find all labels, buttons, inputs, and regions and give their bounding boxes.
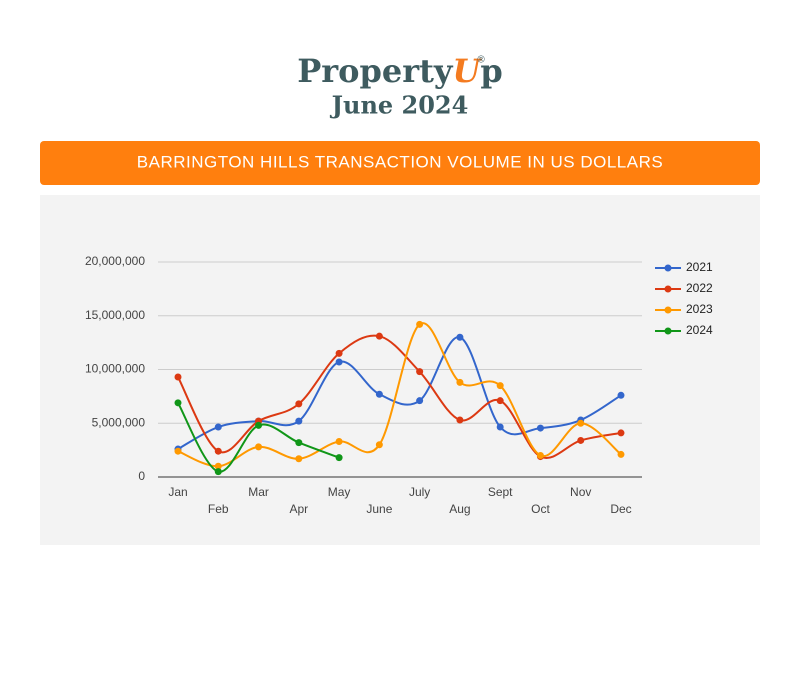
data-point xyxy=(255,421,263,429)
data-point xyxy=(577,436,585,444)
data-point xyxy=(617,429,625,437)
data-point xyxy=(536,424,544,432)
data-point xyxy=(617,391,625,399)
data-point xyxy=(295,439,303,447)
data-point xyxy=(536,452,544,459)
data-point xyxy=(214,423,222,431)
data-point xyxy=(456,378,464,386)
data-point xyxy=(375,332,383,340)
data-point xyxy=(335,438,343,446)
data-point xyxy=(375,441,383,449)
data-point xyxy=(174,399,182,407)
logo-end: p xyxy=(480,52,502,90)
data-point xyxy=(214,447,222,455)
data-point xyxy=(496,397,504,405)
data-point xyxy=(335,454,343,462)
data-point xyxy=(375,390,383,398)
data-point xyxy=(416,397,424,405)
x-tick-label: June xyxy=(366,502,392,516)
subtitle: June 2024 xyxy=(330,91,469,120)
y-tick-label: 10,000,000 xyxy=(85,362,145,376)
x-tick-label: May xyxy=(328,485,351,499)
data-point xyxy=(416,320,424,328)
title-banner xyxy=(40,141,760,185)
x-tick-label: Dec xyxy=(610,502,631,516)
data-point xyxy=(174,447,182,455)
data-point xyxy=(335,349,343,357)
data-point xyxy=(295,400,303,408)
x-tick-label: Sept xyxy=(488,485,513,499)
x-tick-label: Apr xyxy=(289,502,308,516)
logo-main: Property xyxy=(297,52,454,90)
data-point xyxy=(617,450,625,458)
chart-title: BARRINGTON HILLS TRANSACTION VOLUME IN U… xyxy=(137,152,663,171)
data-point xyxy=(295,417,303,425)
data-point xyxy=(416,368,424,376)
data-point xyxy=(214,468,222,476)
x-tick-label: July xyxy=(409,485,430,499)
legend-dot xyxy=(664,306,672,314)
y-tick-label: 20,000,000 xyxy=(85,254,145,268)
x-tick-label: Aug xyxy=(449,502,470,516)
data-point xyxy=(456,416,464,424)
logo-accent: U xyxy=(452,52,482,90)
legend-dot xyxy=(664,285,672,293)
logo: PropertyUp xyxy=(297,52,503,90)
y-tick-label: 0 xyxy=(138,469,145,483)
legend-dot xyxy=(664,327,672,335)
x-tick-label: Jan xyxy=(168,485,187,499)
y-tick-label: 15,000,000 xyxy=(85,308,145,322)
data-point xyxy=(496,423,504,431)
y-tick-label: 5,000,000 xyxy=(92,415,146,429)
x-tick-label: Nov xyxy=(570,485,591,499)
x-tick-label: Mar xyxy=(248,485,269,499)
legend-dot xyxy=(664,264,672,272)
x-tick-label: Feb xyxy=(208,502,229,516)
data-point xyxy=(335,358,343,366)
data-point xyxy=(214,462,222,470)
data-point xyxy=(255,443,263,451)
x-tick-label: Oct xyxy=(531,502,550,516)
legend-label: 2024 xyxy=(686,323,713,337)
logo-mark: ® xyxy=(477,55,485,66)
data-point xyxy=(456,333,464,341)
data-point xyxy=(295,455,303,463)
legend-label: 2021 xyxy=(686,260,713,274)
legend-label: 2022 xyxy=(686,281,713,295)
data-point xyxy=(496,382,504,390)
data-point xyxy=(174,373,182,381)
legend-label: 2023 xyxy=(686,302,713,316)
data-point xyxy=(577,419,585,427)
